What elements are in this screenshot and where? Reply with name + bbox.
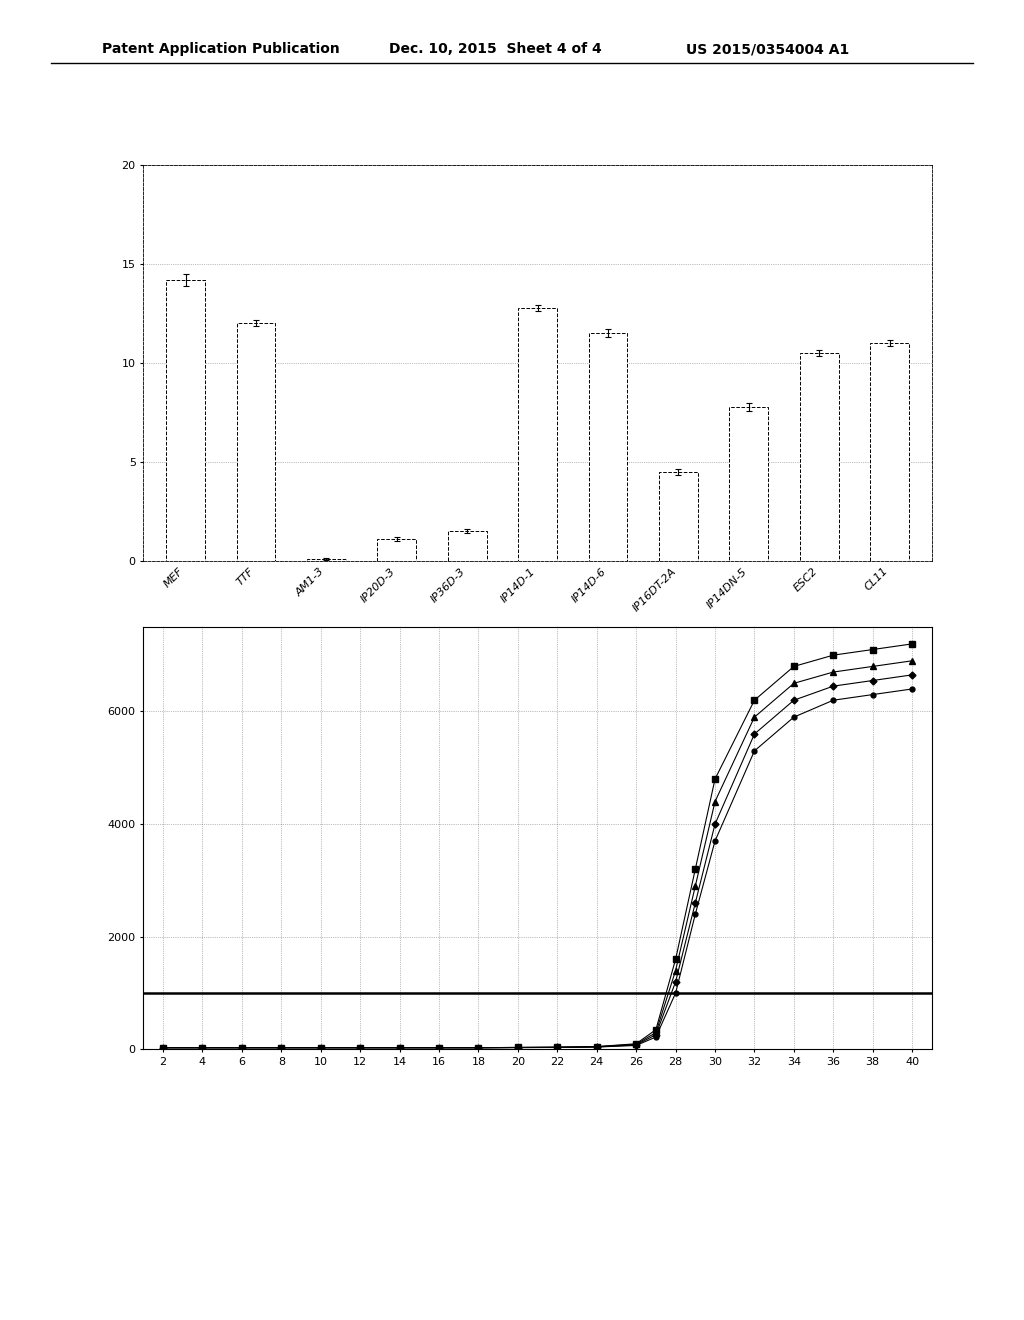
Bar — [237, 323, 275, 561]
Bar — [166, 280, 205, 561]
Bar — [870, 343, 909, 561]
Text: Dec. 10, 2015  Sheet 4 of 4: Dec. 10, 2015 Sheet 4 of 4 — [389, 42, 602, 57]
Bar — [447, 532, 486, 561]
Text: Patent Application Publication: Patent Application Publication — [102, 42, 340, 57]
Bar — [729, 407, 768, 561]
Bar — [518, 308, 557, 561]
Bar — [659, 473, 697, 561]
Bar — [307, 560, 346, 561]
Bar — [800, 354, 839, 561]
Bar — [589, 333, 628, 561]
Bar — [378, 540, 416, 561]
Text: US 2015/0354004 A1: US 2015/0354004 A1 — [686, 42, 849, 57]
